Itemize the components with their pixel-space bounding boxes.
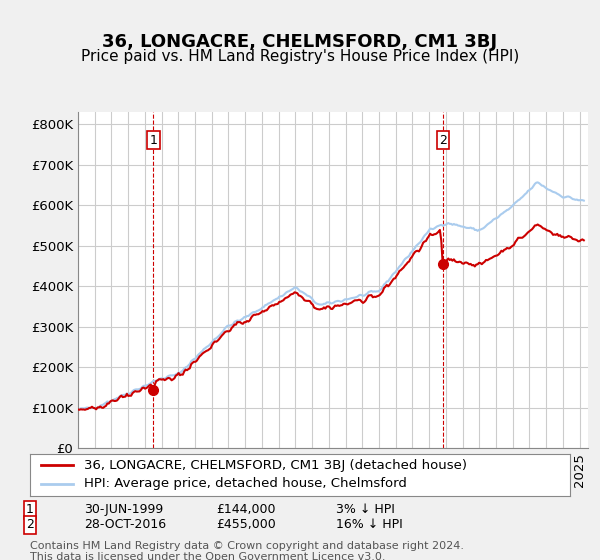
Text: 30-JUN-1999: 30-JUN-1999 xyxy=(84,503,163,516)
Text: 36, LONGACRE, CHELMSFORD, CM1 3BJ: 36, LONGACRE, CHELMSFORD, CM1 3BJ xyxy=(103,33,497,51)
Text: HPI: Average price, detached house, Chelmsford: HPI: Average price, detached house, Chel… xyxy=(84,477,407,491)
Text: 28-OCT-2016: 28-OCT-2016 xyxy=(84,518,166,531)
Text: 2: 2 xyxy=(26,518,34,531)
Text: 1: 1 xyxy=(149,134,157,147)
Text: £455,000: £455,000 xyxy=(216,518,276,531)
Text: 16% ↓ HPI: 16% ↓ HPI xyxy=(336,518,403,531)
Text: 1: 1 xyxy=(26,503,34,516)
Text: 36, LONGACRE, CHELMSFORD, CM1 3BJ (detached house): 36, LONGACRE, CHELMSFORD, CM1 3BJ (detac… xyxy=(84,459,467,472)
Text: 2: 2 xyxy=(439,134,447,147)
Text: £144,000: £144,000 xyxy=(216,503,275,516)
Text: Contains HM Land Registry data © Crown copyright and database right 2024.
This d: Contains HM Land Registry data © Crown c… xyxy=(30,541,464,560)
Text: Price paid vs. HM Land Registry's House Price Index (HPI): Price paid vs. HM Land Registry's House … xyxy=(81,49,519,63)
Text: 3% ↓ HPI: 3% ↓ HPI xyxy=(336,503,395,516)
